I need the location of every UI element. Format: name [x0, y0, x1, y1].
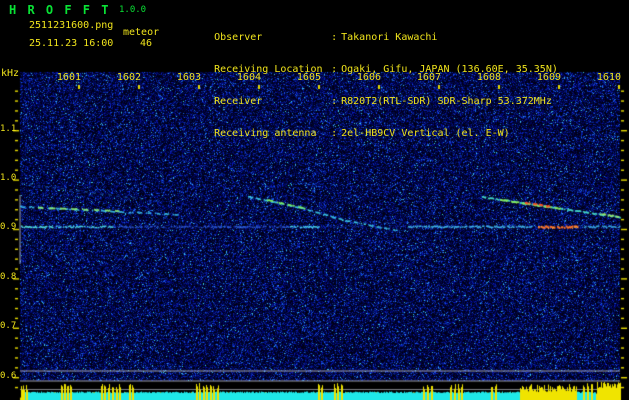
- time-tick-label: 1606: [356, 72, 381, 83]
- info-value: 2el-HB9CV Vertical (el. E-W): [341, 128, 510, 139]
- freq-tick-label: 0.6: [0, 371, 17, 381]
- info-value: Ogaki, Gifu, JAPAN (136.60E, 35.35N): [341, 64, 558, 75]
- datetime-label: 25.11.23 16:00: [29, 38, 114, 49]
- info-row-location: Receiving Location: Ogaki, Gifu, JAPAN (1…: [178, 55, 558, 75]
- info-row-antenna: Receiving antenna:2el-HB9CV Vertical (el…: [178, 119, 558, 139]
- time-tick-label: 1602: [116, 72, 141, 83]
- app-title: H R O F F T: [9, 3, 111, 17]
- info-value: Takanori Kawachi: [341, 32, 438, 43]
- info-value: R820T2(RTL-SDR) SDR-Sharp 53.372MHz: [341, 96, 552, 107]
- info-label: Receiver: [214, 96, 263, 107]
- version-label: 1.0.0: [119, 5, 147, 15]
- info-row-observer: Observer: Takanori Kawachi: [178, 23, 558, 43]
- time-tick-label: 1601: [56, 72, 81, 83]
- info-colon: :: [331, 32, 338, 43]
- info-label: Receiving antenna: [214, 128, 317, 139]
- time-tick-label: 1605: [296, 72, 321, 83]
- time-tick-label: 1604: [236, 72, 261, 83]
- time-tick-label: 1603: [176, 72, 201, 83]
- echo-count: 46: [139, 38, 152, 49]
- time-tick-label: 1607: [416, 72, 441, 83]
- time-tick-label: 1610: [596, 72, 621, 83]
- freq-tick-label: 1.1: [0, 124, 17, 134]
- filename-label: 2511231600.png: [29, 20, 114, 31]
- info-colon: :: [331, 96, 338, 107]
- freq-tick-label: 0.8: [0, 272, 17, 282]
- info-row-receiver: Receiver: R820T2(RTL-SDR) SDR-Sharp 53.37…: [178, 87, 558, 107]
- freq-tick-label: 0.9: [0, 222, 17, 232]
- mode-label: meteor: [123, 27, 160, 38]
- freq-tick-label: 1.0: [0, 173, 17, 183]
- info-label: Observer: [214, 32, 263, 43]
- freq-unit-label: kHz: [1, 68, 20, 79]
- info-label: Receiving Location: [214, 64, 323, 75]
- info-colon: :: [331, 64, 338, 75]
- freq-tick-label: 0.7: [0, 321, 17, 331]
- time-tick-label: 1609: [536, 72, 561, 83]
- info-colon: :: [331, 128, 338, 139]
- station-info-panel: Observer: Takanori Kawachi Receiving Loca…: [178, 3, 558, 151]
- time-tick-label: 1608: [476, 72, 501, 83]
